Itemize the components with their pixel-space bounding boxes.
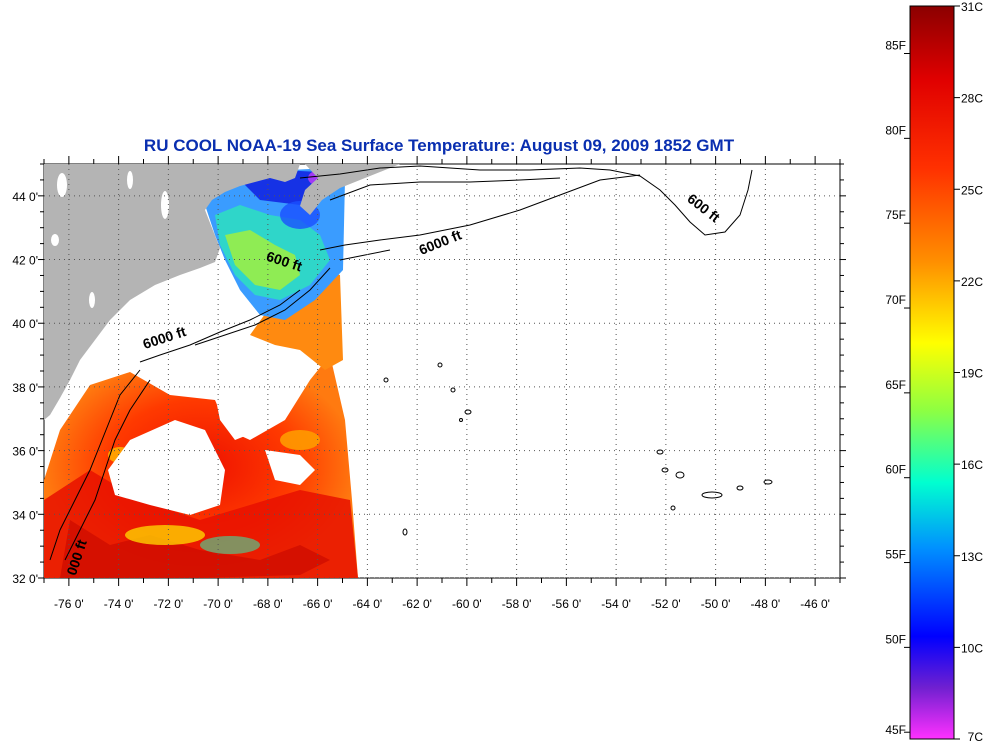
colorbar-f-label: 55F (885, 548, 906, 562)
lat-tick-label: 34 0' (12, 508, 38, 522)
lon-tick-label: -58 0' (502, 597, 532, 611)
colorbar-c-label: 7C (968, 730, 984, 744)
latitude-axis: 44 0' 42 0' 40 0' 38 0' 36 0' 34 0' 32 0' (12, 163, 846, 586)
lon-tick-label: -52 0' (651, 597, 681, 611)
lon-tick-label: -62 0' (402, 597, 432, 611)
lat-tick-label: 36 0' (12, 445, 38, 459)
colorbar-c-label: 25C (961, 183, 983, 197)
grid-lines (44, 164, 840, 578)
land (44, 164, 400, 420)
lat-tick-label: 44 0' (12, 190, 38, 204)
seamount-contours (383, 362, 773, 536)
colorbar-c-label: 31C (961, 0, 983, 14)
colorbar-f-label: 50F (885, 632, 906, 646)
sst-swath (44, 168, 358, 578)
colorbar-c-label: 16C (961, 458, 983, 472)
lon-tick-label: -50 0' (701, 597, 731, 611)
colorbar-c-label: 13C (961, 550, 983, 564)
colorbar-c-label: 10C (961, 641, 983, 655)
longitude-axis: -76 0' -74 0' -72 0' -70 0' -68 0' -66 0' -64 … (43, 156, 841, 611)
coastline-contours (49, 165, 753, 561)
colorbar-f-label: 70F (885, 293, 906, 307)
map-title: RU COOL NOAA-19 Sea Surface Temperature:… (143, 136, 735, 155)
lakes (51, 171, 169, 308)
lat-tick-label: 38 0' (12, 381, 38, 395)
colorbar-f-label: 85F (885, 39, 906, 53)
lon-tick-label: -60 0' (452, 597, 482, 611)
colorbar-f-label: 80F (885, 123, 906, 137)
lon-tick-label: -66 0' (303, 597, 333, 611)
colorbar: 85F 80F 75F 70F 65F 60F 55F 50F 45F 31C 28C 25C 22C… (885, 0, 983, 744)
colorbar-f-label: 65F (885, 378, 906, 392)
lon-tick-label: -64 0' (353, 597, 383, 611)
lat-tick-label: 42 0' (12, 254, 38, 268)
colorbar-c-label: 19C (961, 367, 983, 381)
lon-tick-label: -56 0' (552, 597, 582, 611)
lon-tick-label: -72 0' (154, 597, 184, 611)
colorbar-gradient (909, 5, 955, 740)
lat-tick-label: 32 0' (12, 572, 38, 586)
colorbar-c-label: 22C (961, 275, 983, 289)
colorbar-fahrenheit-scale: 85F 80F 75F 70F 65F 60F 55F 50F 45F (885, 39, 910, 737)
lat-tick-label: 40 0' (12, 317, 38, 331)
lon-tick-label: -46 0' (800, 597, 830, 611)
colorbar-celsius-scale: 31C 28C 25C 22C 19C 16C 13C 10C 7C (954, 0, 983, 744)
lon-tick-label: -54 0' (601, 597, 631, 611)
colorbar-c-label: 28C (961, 92, 983, 106)
colorbar-f-label: 75F (885, 208, 906, 222)
lon-tick-label: -74 0' (104, 597, 134, 611)
lon-tick-label: -70 0' (203, 597, 233, 611)
colorbar-f-label: 60F (885, 463, 906, 477)
lon-tick-label: -68 0' (253, 597, 283, 611)
lon-tick-label: -48 0' (751, 597, 781, 611)
lon-tick-label: -76 0' (54, 597, 84, 611)
colorbar-f-label: 45F (885, 723, 906, 737)
